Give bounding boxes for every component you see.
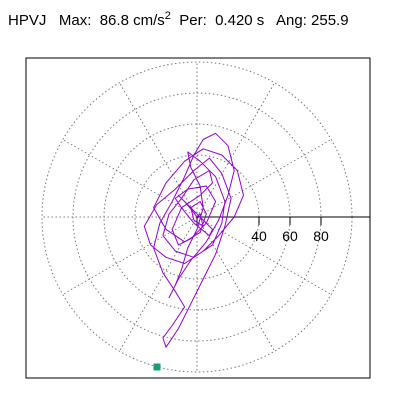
radial-tick-label-40: 40: [251, 228, 267, 244]
grid-spoke: [196, 139, 332, 218]
radial-tick-labels: 40 60 80: [251, 228, 329, 244]
end-marker-group: [153, 363, 161, 371]
angle-value: 255.9: [311, 12, 349, 29]
period-value: 0.420 s: [215, 12, 265, 29]
plot-header: HPVJ Max: 86.8 cm/s2 Per: 0.420 s Ang: 2…: [8, 10, 349, 30]
max-unit: cm/s: [133, 12, 165, 29]
grid-spoke: [62, 139, 198, 218]
polar-axes: [196, 216, 370, 225]
station-code: HPVJ: [8, 12, 47, 29]
trace-series-0: [143, 132, 244, 348]
radial-tick-label-80: 80: [313, 228, 329, 244]
grid-spoke: [196, 216, 275, 352]
grid-spoke: [119, 216, 198, 352]
max-label: Max:: [58, 12, 92, 29]
grid-spoke: [62, 216, 198, 295]
particle-motion-trace: [143, 132, 244, 348]
max-unit-exponent: 2: [164, 10, 171, 22]
period-label: Per:: [179, 12, 207, 29]
grid-spoke: [196, 82, 275, 218]
grid-spoke: [196, 216, 332, 295]
grid-spoke: [119, 82, 198, 218]
end-marker: [153, 363, 161, 371]
angle-label: Ang:: [276, 12, 307, 29]
max-value: 86.8: [99, 12, 129, 29]
radial-tick-label-60: 60: [282, 228, 298, 244]
